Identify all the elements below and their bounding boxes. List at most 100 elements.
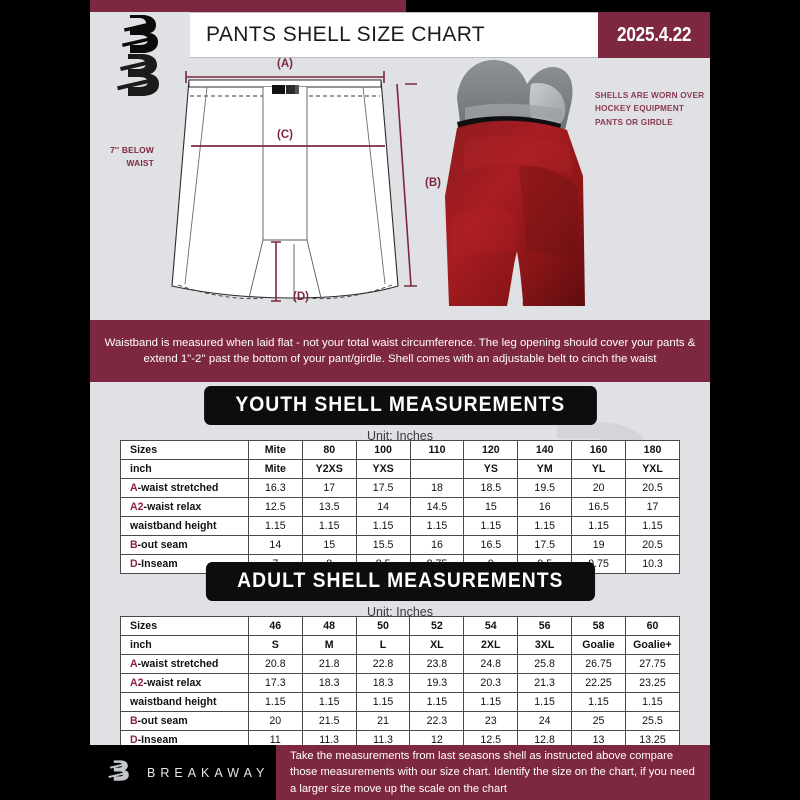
table-cell: 120 bbox=[463, 440, 519, 460]
table-row: inch Mite Y2XS YXS YS YM YL YXL bbox=[120, 459, 680, 479]
table-cell: 24 bbox=[517, 711, 573, 731]
table-cell: 22.25 bbox=[571, 673, 626, 693]
table-cell: 17.5 bbox=[355, 478, 411, 498]
table-cell: YXS bbox=[355, 459, 411, 479]
table-cell: 16 bbox=[517, 497, 573, 517]
table-cell: 1.15 bbox=[301, 516, 357, 536]
row-label: B-out seam bbox=[120, 535, 249, 555]
youth-size-table: Sizes Mite 80 100 110 120 140 160 180 inch Mite Y2X… bbox=[120, 440, 680, 574]
row-label: Sizes bbox=[120, 616, 249, 636]
table-row: B-out seam 14 15 15.5 16 16.5 17.5 19 20.5 bbox=[120, 535, 680, 555]
table-cell: 20 bbox=[571, 478, 627, 498]
footer-instruction: Take the measurements from last seasons … bbox=[276, 745, 710, 800]
diagram-label-c: (C) bbox=[277, 129, 293, 141]
table-cell: 54 bbox=[463, 616, 519, 636]
youth-heading: YOUTH SHELL MEASUREMENTS bbox=[203, 386, 597, 425]
sheet: PANTS SHELL SIZE CHART 2025.4.22 bbox=[90, 0, 710, 800]
table-cell: 19.3 bbox=[409, 673, 465, 693]
document-date: 2025.4.22 bbox=[616, 23, 692, 46]
table-cell: 25.5 bbox=[624, 711, 681, 731]
table-cell: 1.15 bbox=[355, 692, 411, 712]
row-label: A-waist stretched bbox=[120, 654, 249, 674]
table-row: A2-waist relax 12.5 13.5 14 14.5 15 16 16.5 17 bbox=[120, 497, 680, 517]
document-header: PANTS SHELL SIZE CHART 2025.4.22 bbox=[90, 12, 710, 58]
table-cell: 140 bbox=[517, 440, 573, 460]
table-cell: 22.8 bbox=[355, 654, 411, 674]
youth-table-body: Sizes Mite 80 100 110 120 140 160 180 inch Mite Y2X… bbox=[120, 440, 680, 574]
table-cell: 1.15 bbox=[355, 516, 411, 536]
table-cell: 27.75 bbox=[624, 654, 681, 674]
row-label: Sizes bbox=[120, 440, 249, 460]
table-row: Sizes 46 48 50 52 54 56 58 60 bbox=[120, 616, 681, 636]
table-cell: YM bbox=[517, 459, 573, 479]
row-label-mark: D bbox=[130, 734, 138, 746]
table-cell: 17.5 bbox=[517, 535, 573, 555]
table-cell: 14 bbox=[355, 497, 411, 517]
diagram-label-d: (D) bbox=[293, 291, 309, 303]
footer-brand: BREAKAWAY bbox=[147, 765, 270, 780]
table-cell: Mite bbox=[247, 459, 303, 479]
table-row: inch S M L XL 2XL 3XL Goalie Goalie+ bbox=[120, 635, 681, 655]
table-cell: 20.5 bbox=[625, 535, 680, 555]
table-cell: 16.3 bbox=[247, 478, 303, 498]
footer-instruction-text: Take the measurements from last seasons … bbox=[290, 750, 695, 795]
table-cell: 23.25 bbox=[624, 673, 681, 693]
table-cell: 15 bbox=[301, 535, 357, 555]
table-cell: 26.75 bbox=[571, 654, 626, 674]
row-label: waistband height bbox=[120, 516, 249, 536]
table-cell: 20.8 bbox=[247, 654, 303, 674]
table-cell: 1.15 bbox=[517, 692, 573, 712]
table-cell: 21.5 bbox=[301, 711, 357, 731]
header-logo bbox=[90, 12, 190, 58]
table-row: A2-waist relax 17.3 18.3 18.3 19.3 20.3 21.3 22… bbox=[120, 673, 681, 693]
table-cell: 15.5 bbox=[355, 535, 411, 555]
row-label-mark: A2 bbox=[130, 677, 144, 689]
table-cell: 20.3 bbox=[463, 673, 519, 693]
instruction-band: Waistband is measured when laid flat - n… bbox=[90, 320, 710, 382]
document-footer: BREAKAWAY Take the measurements from las… bbox=[90, 745, 710, 800]
table-cell: 10.3 bbox=[625, 554, 680, 574]
row-label: A2-waist relax bbox=[120, 673, 249, 693]
table-cell: 1.15 bbox=[624, 692, 681, 712]
adult-heading: ADULT SHELL MEASUREMENTS bbox=[205, 562, 595, 601]
table-cell: 1.15 bbox=[463, 692, 519, 712]
table-cell: 180 bbox=[625, 440, 680, 460]
table-cell: 18.5 bbox=[463, 478, 519, 498]
table-cell: 17 bbox=[301, 478, 357, 498]
table-cell: 15 bbox=[463, 497, 519, 517]
row-label-mark: A2 bbox=[130, 501, 144, 513]
table-row: waistband height 1.15 1.15 1.15 1.15 1.15 1.15… bbox=[120, 516, 680, 536]
table-cell: 20.5 bbox=[625, 478, 680, 498]
table-cell: L bbox=[355, 635, 411, 655]
table-cell: 25.8 bbox=[517, 654, 573, 674]
table-row: A-waist stretched 16.3 17 17.5 18 18.5 19.5 20 2… bbox=[120, 478, 680, 498]
table-cell: 1.15 bbox=[247, 516, 303, 536]
table-row: B-out seam 20 21.5 21 22.3 23 24 25 25.5 bbox=[120, 711, 681, 731]
product-photo bbox=[435, 56, 610, 316]
table-cell: Goalie bbox=[571, 635, 626, 655]
table-cell: Mite bbox=[247, 440, 303, 460]
table-cell: 1.15 bbox=[625, 516, 680, 536]
page-title: PANTS SHELL SIZE CHART bbox=[206, 23, 486, 46]
table-cell: 23.8 bbox=[409, 654, 465, 674]
table-cell: 18.3 bbox=[301, 673, 357, 693]
table-cell: 17.3 bbox=[247, 673, 303, 693]
table-cell: 2XL bbox=[463, 635, 519, 655]
header-date-box: 2025.4.22 bbox=[598, 12, 710, 58]
table-cell: 17 bbox=[625, 497, 680, 517]
table-cell: 50 bbox=[355, 616, 411, 636]
table-cell: 22.3 bbox=[409, 711, 465, 731]
table-cell: 1.15 bbox=[409, 692, 465, 712]
table-cell: XL bbox=[409, 635, 465, 655]
table-cell: 160 bbox=[571, 440, 627, 460]
adult-size-table: Sizes 46 48 50 52 54 56 58 60 inch S M L XL 2XL 3XL Goal… bbox=[120, 616, 681, 750]
table-cell: 18 bbox=[409, 478, 465, 498]
instruction-band-text: Waistband is measured when laid flat - n… bbox=[104, 336, 696, 365]
table-row: Sizes Mite 80 100 110 120 140 160 180 bbox=[120, 440, 680, 460]
table-cell: 16 bbox=[409, 535, 465, 555]
table-cell: 24.8 bbox=[463, 654, 519, 674]
top-strip-black bbox=[406, 0, 710, 12]
footer-logo-area: BREAKAWAY bbox=[90, 745, 276, 800]
adult-section-header: ADULT SHELL MEASUREMENTS Unit: Inches bbox=[90, 562, 710, 619]
table-cell: 1.15 bbox=[409, 516, 465, 536]
